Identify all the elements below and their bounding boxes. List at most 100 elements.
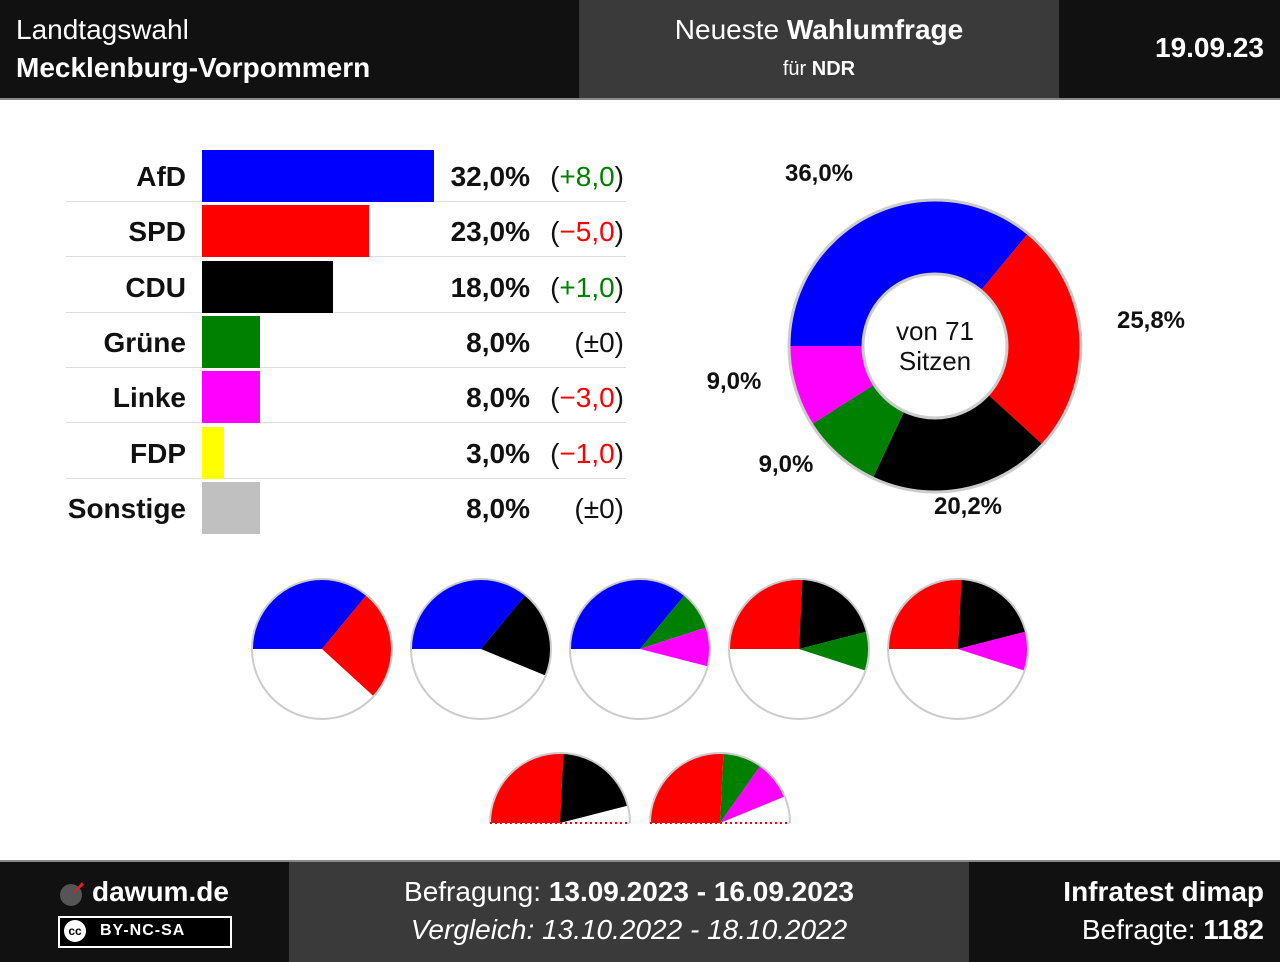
coalition-slice [411,579,526,649]
change-label: (±0) [574,492,624,524]
value-label: 32,0% [450,161,530,192]
poll-client-name: NDR [811,58,856,80]
coalition-outline [410,578,552,720]
brand-name[interactable]: dawum.de [92,876,229,907]
bar-row: FDP 3,0% (−1,0) [66,424,626,479]
bar [202,481,260,534]
donut-slice-label: 9,0% [707,368,762,395]
value-label: 8,0% [466,326,530,358]
bar [202,315,260,368]
donut-slice-label: 20,2% [934,493,1002,520]
coalition-slice [720,765,785,823]
coalition-pie [887,578,1029,720]
bar-row: AfD 32,0% (+8,0) [66,147,626,202]
party-name: Linke [112,382,186,414]
change-value: ±0 [583,492,615,524]
party-name: Grüne [103,326,186,358]
cc-icon: cc [64,920,86,942]
coalition-outline [489,752,631,824]
coalition-slice [650,753,724,823]
value-label: 8,0% [466,492,530,524]
coalition-slice [322,595,392,697]
header: Landtagswahl Mecklenburg-Vorpommern Neue… [0,0,1280,100]
respondents-count: 1182 [1203,914,1264,945]
donut-slice-label: 36,0% [785,160,853,187]
coalition-slice [958,631,1028,671]
coalition-slice [720,753,761,823]
footer-brand-block: dawum.de cc BY-NC-SA [0,862,288,962]
value-label: 23,0% [450,216,530,248]
coalition-pie [649,752,791,824]
donut-slice [811,384,905,479]
donut-slice [980,233,1081,445]
donut-center-line1: von 71 [896,316,974,346]
compare-dates: 13.10.2022 - 18.10.2022 [542,914,848,945]
party-name: SPD [128,216,186,248]
bar-row: SPD 23,0% (−5,0) [66,202,626,258]
party-name: Sonstige [67,492,186,524]
coalition-outline [887,578,1029,720]
donut-slice [789,346,875,425]
value-label: 8,0% [466,382,530,414]
election-type: Landtagswahl [16,14,189,45]
change-value: −3,0 [559,382,615,414]
value-label: 18,0% [450,271,530,303]
coalition-pie [410,578,552,720]
coalition-outline [649,752,791,824]
coalition-slice [799,631,869,671]
party-name: FDP [130,437,186,469]
poll-heading: Neueste Wahlumfrage [579,14,1059,46]
change-value: −5,0 [559,216,615,248]
survey-label: Befragung: [404,876,549,907]
coalition-pie [251,578,393,720]
coalition-slice [729,579,803,649]
coalition-slice [570,579,685,649]
bar [202,260,333,313]
row-separator [66,366,626,368]
donut-slice-label: 25,8% [1117,307,1185,334]
footer-dates-block: Befragung: 13.09.2023 - 16.09.2023 Vergl… [289,862,969,962]
donut-slice-label: 9,0% [759,451,814,478]
bar [202,426,224,479]
donut-slice [789,200,1029,346]
state-name: Mecklenburg-Vorpommern [16,52,371,83]
coalition-pie [569,578,711,720]
footer-institute-block: Infratest dimap Befragte: 1182 [970,862,1280,962]
coalition-slice [958,579,1026,649]
footer: dawum.de cc BY-NC-SA Befragung: 13.09.20… [0,860,1280,962]
coalition-slice [481,595,551,676]
row-separator [66,311,626,313]
change-value: +1,0 [559,271,615,303]
coalition-charts [251,578,1029,824]
poll-client-prefix: für [782,58,812,80]
coalition-slice [560,753,628,823]
survey-dates: 13.09.2023 - 16.09.2023 [548,876,854,907]
poll-heading-bold: Wahlumfrage [786,14,964,45]
change-label: (±0) [574,326,624,358]
coalition-slice [799,579,867,649]
header-date-block: 19.09.23 [1060,0,1280,98]
change-label: (−1,0) [550,437,624,469]
bar [202,371,260,424]
party-name: CDU [125,271,186,303]
institute-name: Infratest dimap [1063,876,1264,907]
respondents: Befragte: 1182 [1082,914,1264,946]
survey-period: Befragung: 13.09.2023 - 16.09.2023 [289,876,969,908]
change-value: +8,0 [559,161,615,192]
bar-row: Grüne 8,0% (±0) [66,313,626,368]
coalition-outline [251,578,393,720]
license-badge[interactable]: cc BY-NC-SA [58,916,232,948]
compare-label: Vergleich: [410,914,543,945]
change-label: (+8,0) [550,161,624,192]
change-label: (−5,0) [550,216,624,248]
bar-row: CDU 18,0% (+1,0) [66,258,626,313]
change-label: (+1,0) [550,271,624,303]
poll-heading-prefix: Neueste [674,14,787,45]
row-separator [66,422,626,424]
party-name: AfD [136,161,186,192]
coalition-slice [252,579,367,649]
bar-row: Sonstige 8,0% (±0) [66,479,626,534]
header-title-block: Landtagswahl Mecklenburg-Vorpommern [0,0,578,98]
comparison-period: Vergleich: 13.10.2022 - 18.10.2022 [289,914,969,946]
